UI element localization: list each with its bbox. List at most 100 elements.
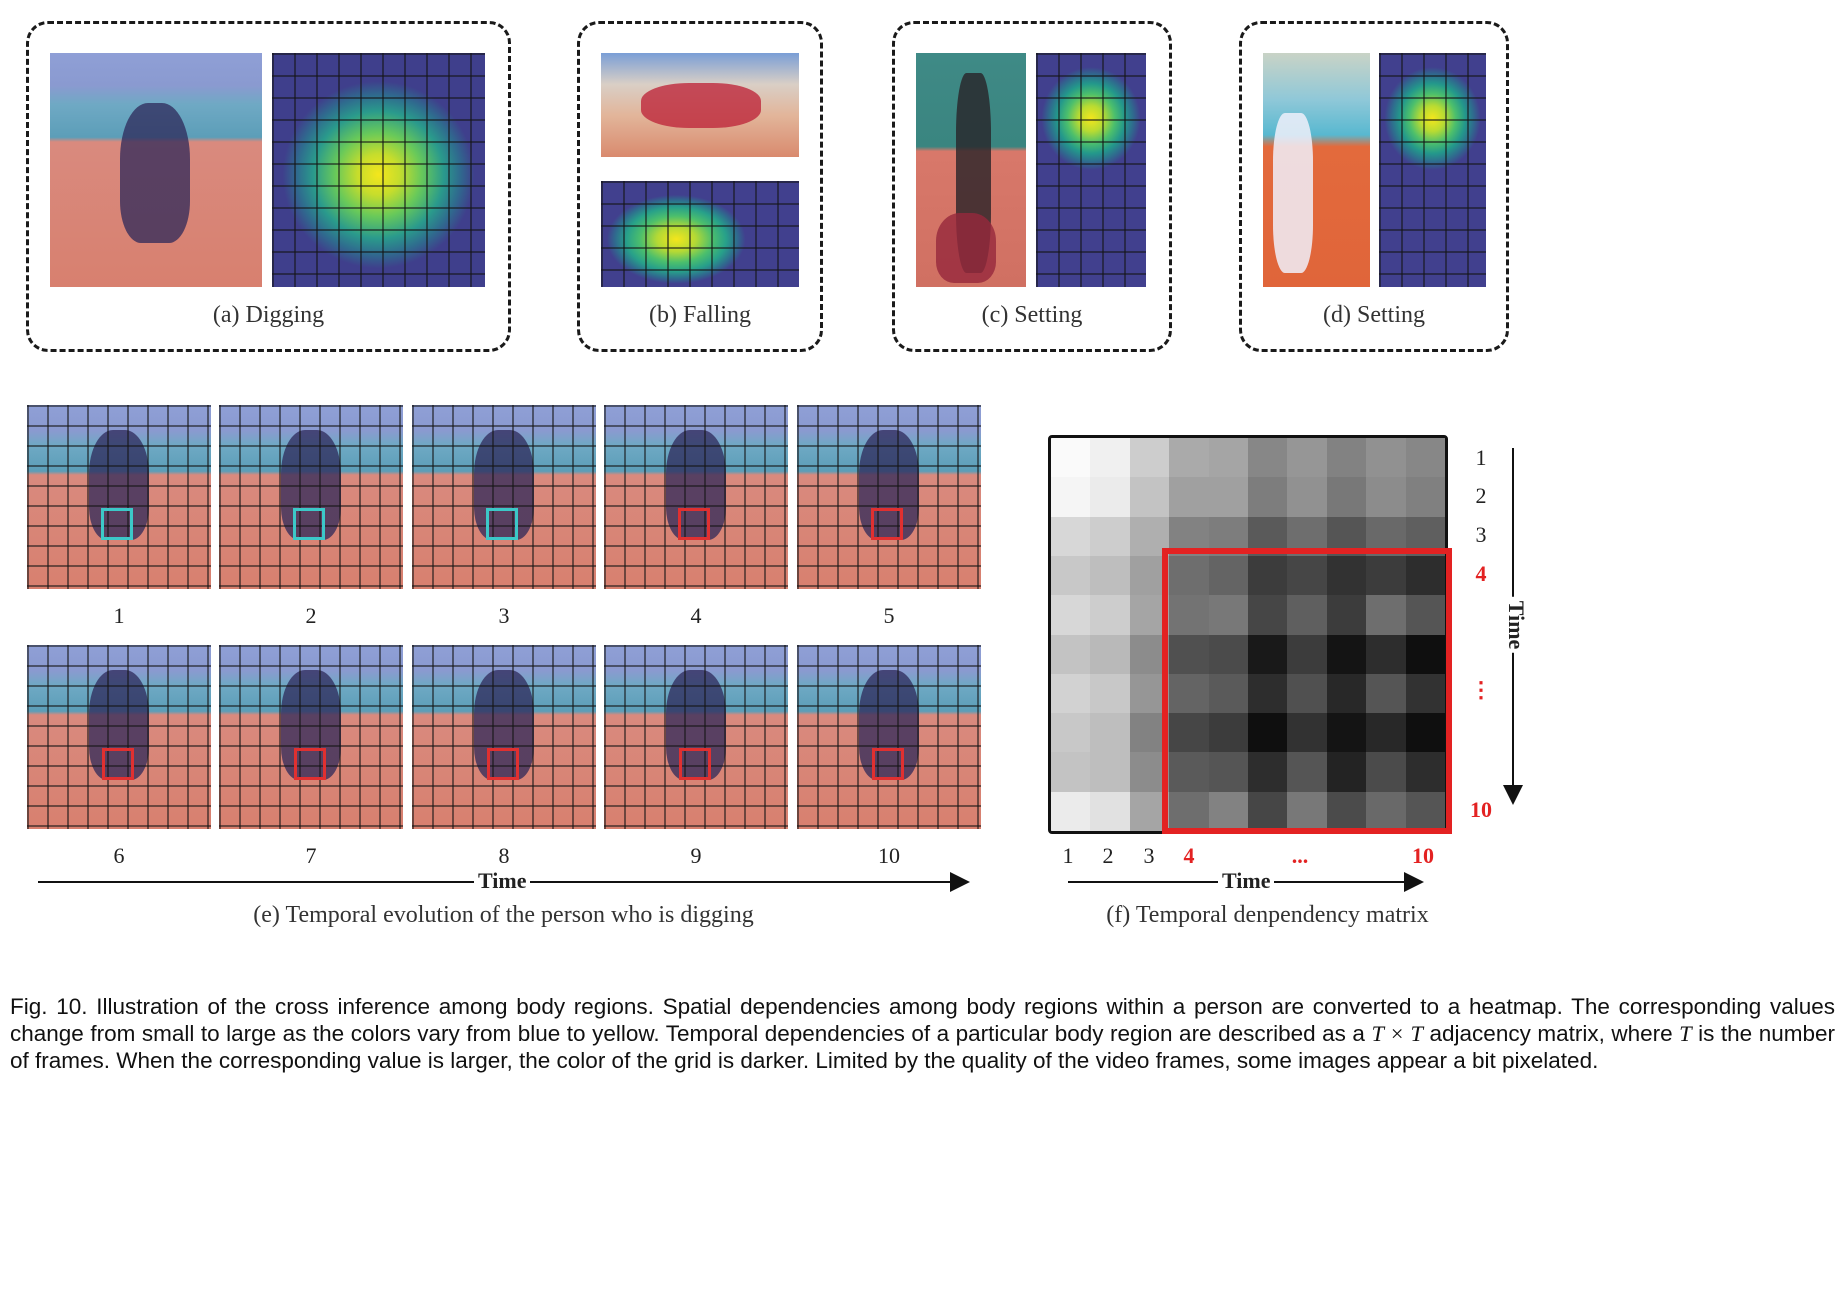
matrix-frame — [1048, 435, 1448, 834]
panel-c-photo — [916, 53, 1026, 287]
matrix-cell — [1287, 634, 1329, 676]
panel-d-caption: (d) Setting — [1323, 302, 1425, 328]
panel-b-heatmap — [601, 181, 799, 287]
panel-d-heatmap — [1379, 53, 1486, 287]
matrix-cell — [1051, 516, 1092, 558]
frame-9 — [604, 645, 788, 829]
matrix-cell — [1208, 477, 1250, 519]
matrix-cell — [1405, 634, 1445, 676]
region-marker — [679, 748, 711, 780]
matrix-cell — [1287, 595, 1329, 637]
panel-a-photo — [50, 53, 262, 287]
matrix-cell — [1287, 713, 1329, 755]
frame-label-6: 6 — [113, 843, 125, 868]
frame-6 — [27, 645, 211, 829]
matrix-x-arrowhead — [1404, 872, 1424, 892]
panel-a-caption: (a) Digging — [212, 302, 325, 328]
matrix-cell — [1248, 673, 1289, 715]
frame-10 — [797, 645, 981, 829]
matrix-cell — [1326, 595, 1368, 637]
matrix-cell — [1326, 477, 1368, 519]
x-tick-label: ... — [1291, 843, 1309, 868]
matrix-cell — [1287, 673, 1329, 715]
matrix-cell — [1129, 438, 1171, 479]
matrix-x-axis-label: Time — [1218, 868, 1275, 894]
panel-c-box — [892, 21, 1172, 352]
matrix-cell — [1248, 713, 1289, 755]
frame-label-8: 8 — [498, 843, 510, 868]
matrix-cell — [1405, 555, 1445, 597]
frame-5 — [797, 405, 981, 589]
frame-2 — [219, 405, 403, 589]
y-tick-label: 3 — [1475, 522, 1487, 547]
panel-e-arrowhead — [950, 872, 970, 892]
matrix-cell — [1248, 595, 1289, 637]
matrix-cell — [1208, 673, 1250, 715]
matrix-cell — [1326, 791, 1368, 831]
panel-e-axis-label: Time — [474, 868, 531, 894]
panel-c-caption: (c) Setting — [981, 302, 1083, 328]
matrix-cell — [1051, 438, 1092, 479]
panel-c-heatmap — [1036, 53, 1146, 287]
matrix-cell — [1326, 752, 1368, 794]
region-marker — [486, 508, 518, 540]
frame-label-2: 2 — [305, 603, 317, 628]
x-tick-label: 1 — [1062, 843, 1074, 868]
frame-4 — [604, 405, 788, 589]
matrix-cell — [1326, 713, 1368, 755]
matrix-cell — [1366, 673, 1408, 715]
matrix-cell — [1208, 791, 1250, 831]
matrix-cell — [1287, 477, 1329, 519]
matrix-cell — [1090, 791, 1132, 831]
matrix-y-axis-label: Time — [1503, 596, 1530, 654]
matrix-cell — [1169, 477, 1211, 519]
matrix-cell — [1208, 713, 1250, 755]
matrix-cell — [1169, 555, 1211, 597]
matrix-cell — [1169, 595, 1211, 637]
matrix-cell — [1169, 673, 1211, 715]
matrix-cell — [1366, 791, 1408, 831]
panel-e-caption: (e) Temporal evolution of the person who… — [253, 902, 754, 928]
matrix-cell — [1169, 713, 1211, 755]
frame-label-4: 4 — [690, 603, 702, 628]
matrix-cell — [1051, 713, 1092, 755]
y-tick-label: 2 — [1475, 483, 1487, 508]
matrix-cell — [1051, 595, 1092, 637]
matrix-cell — [1287, 438, 1329, 479]
x-tick-label: 2 — [1102, 843, 1114, 868]
matrix-cell — [1051, 673, 1092, 715]
matrix-cell — [1208, 634, 1250, 676]
caption-math-1: T × T — [1371, 1021, 1424, 1046]
matrix-cell — [1248, 791, 1289, 831]
caption-math-2: T — [1679, 1021, 1692, 1046]
x-tick-label: 4 — [1183, 843, 1195, 868]
matrix-cell — [1366, 595, 1408, 637]
matrix-cell — [1326, 634, 1368, 676]
matrix-cell — [1366, 477, 1408, 519]
matrix-cell — [1405, 673, 1445, 715]
panel-b-photo — [601, 53, 799, 157]
matrix-cell — [1326, 438, 1368, 479]
y-tick-label: 10 — [1470, 797, 1492, 822]
matrix-cell — [1366, 752, 1408, 794]
panel-f-caption: (f) Temporal denpendency matrix — [1106, 902, 1429, 928]
matrix-cell — [1287, 555, 1329, 597]
region-marker — [872, 748, 904, 780]
region-marker — [294, 748, 326, 780]
y-tick-label: ⋮ — [1470, 677, 1492, 702]
matrix-cell — [1169, 752, 1211, 794]
figure-caption: Fig. 10. Illustration of the cross infer… — [10, 993, 1835, 1074]
region-marker — [293, 508, 325, 540]
matrix-cell — [1287, 791, 1329, 831]
matrix-cell — [1405, 438, 1445, 479]
matrix-cell — [1090, 713, 1132, 755]
matrix-cell — [1287, 752, 1329, 794]
matrix-cell — [1090, 516, 1132, 558]
matrix-cell — [1326, 673, 1368, 715]
panel-d-box — [1239, 21, 1509, 352]
frame-label-10: 10 — [878, 843, 900, 868]
panel-a-heatmap — [272, 53, 485, 287]
matrix-cell — [1366, 713, 1408, 755]
frame-label-7: 7 — [305, 843, 317, 868]
frame-label-5: 5 — [883, 603, 895, 628]
